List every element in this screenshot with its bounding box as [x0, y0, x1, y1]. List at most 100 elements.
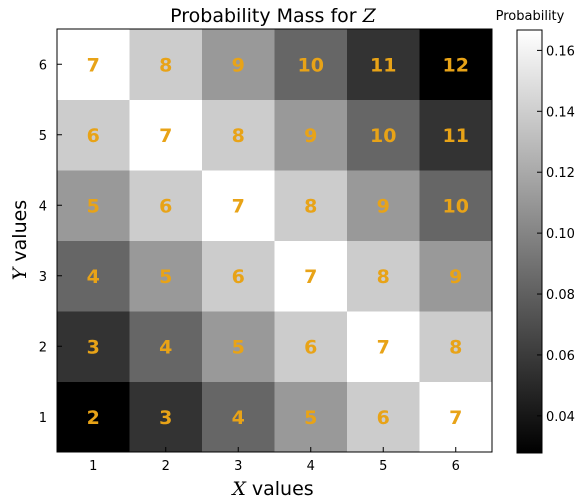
colorbar	[516, 29, 543, 454]
heatmap-cell	[274, 29, 348, 100]
cell-value-label: 5	[304, 407, 317, 429]
heatmap-cell	[202, 240, 275, 312]
cell-value-label: 7	[304, 266, 317, 288]
colorbar-tick-label: 0.06	[546, 349, 575, 364]
colorbar-tick-label: 0.04	[546, 410, 575, 425]
heatmap-cell-labels: 2 3 4 5 6 7 3 4 5 6 7 8 4 5 6 7 8 9 5 6 7 8 9 10 6 7 8 9 10 11 7 8 9 10 11…	[87, 54, 469, 429]
heatmap-cell	[347, 311, 420, 382]
y-tick-label: 4	[39, 199, 47, 214]
x-tick-label: 3	[234, 459, 242, 474]
heatmap-cell	[129, 240, 203, 312]
cell-value-label: 7	[449, 407, 462, 429]
x-tick-label: 2	[162, 459, 170, 474]
x-axis-label: X values	[230, 478, 313, 500]
chart-title: Probability Mass for Z	[170, 5, 377, 27]
heatmap-cell	[57, 29, 130, 100]
cell-value-label: 7	[377, 336, 390, 358]
cell-value-label: 6	[232, 266, 245, 288]
cell-value-label: 9	[232, 54, 245, 76]
colorbar-tick-label: 0.08	[546, 288, 575, 303]
heatmap-cell	[274, 381, 348, 453]
heatmap-cell	[202, 29, 275, 100]
colorbar-ticks: 0.04 0.06 0.08 0.10 0.12 0.14 0.16	[537, 44, 575, 425]
cell-value-label: 8	[449, 336, 462, 358]
cell-value-label: 6	[304, 336, 317, 358]
heatmap-cell	[202, 170, 275, 241]
heatmap-cell	[419, 381, 493, 453]
cell-value-label: 8	[159, 54, 172, 76]
colorbar-tick-label: 0.16	[546, 44, 575, 59]
x-tick-label: 5	[379, 459, 387, 474]
cell-value-label: 7	[232, 195, 245, 217]
heatmap-cell	[274, 99, 348, 171]
heatmap-cell	[129, 170, 203, 241]
heatmap-cell	[57, 170, 130, 241]
cell-value-label: 4	[87, 266, 100, 288]
x-axis-ticks: 1 2 3 4 5 6	[89, 447, 460, 474]
heatmap-cell	[419, 311, 493, 382]
cell-value-label: 11	[443, 125, 469, 147]
heatmap-cell	[419, 99, 493, 171]
cell-value-label: 6	[377, 407, 390, 429]
heatmap-cells	[57, 29, 493, 453]
x-tick-label: 4	[307, 459, 315, 474]
cell-value-label: 10	[443, 195, 469, 217]
heatmap-cell	[57, 311, 130, 382]
heatmap-cell	[129, 29, 203, 100]
y-axis-label: Y values	[9, 200, 31, 280]
colorbar-tick-label: 0.14	[546, 105, 575, 120]
cell-value-label: 4	[159, 336, 172, 358]
colorbar-tick-label: 0.12	[546, 166, 575, 181]
colorbar-title: Probability	[496, 9, 565, 24]
heatmap-cell	[274, 240, 348, 312]
heatmap-cell	[347, 240, 420, 312]
y-tick-label: 1	[39, 411, 47, 426]
y-axis-ticks: 1 2 3 4 5 6	[39, 58, 62, 426]
heatmap-cell	[274, 311, 348, 382]
cell-value-label: 2	[87, 407, 100, 429]
cell-value-label: 3	[159, 407, 172, 429]
heatmap-cell	[419, 29, 493, 100]
heatmap-cell	[129, 311, 203, 382]
y-tick-label: 3	[39, 270, 47, 285]
plot-frame	[56, 28, 493, 453]
cell-value-label: 8	[232, 125, 245, 147]
cell-value-label: 5	[87, 195, 100, 217]
cell-value-label: 10	[370, 125, 396, 147]
cell-value-label: 5	[159, 266, 172, 288]
y-tick-label: 2	[39, 340, 47, 355]
heatmap-cell	[347, 381, 420, 453]
heatmap-cell	[419, 240, 493, 312]
cell-value-label: 7	[87, 54, 100, 76]
heatmap-cell	[202, 311, 275, 382]
cell-value-label: 8	[377, 266, 390, 288]
cell-value-label: 8	[304, 195, 317, 217]
cell-value-label: 6	[159, 195, 172, 217]
heatmap-cell	[202, 381, 275, 453]
cell-value-label: 11	[370, 54, 396, 76]
cell-value-label: 7	[159, 125, 172, 147]
cell-value-label: 3	[87, 336, 100, 358]
heatmap-cell	[419, 170, 493, 241]
cell-value-label: 6	[87, 125, 100, 147]
heatmap-cell	[57, 99, 130, 171]
colorbar-tick-label: 0.10	[546, 227, 575, 242]
cell-value-label: 12	[443, 54, 469, 76]
x-tick-label: 6	[452, 459, 460, 474]
heatmap-cell	[129, 381, 203, 453]
cell-value-label: 5	[232, 336, 245, 358]
cell-value-label: 9	[449, 266, 462, 288]
cell-value-label: 9	[377, 195, 390, 217]
heatmap-cell	[57, 381, 130, 453]
heatmap-cell	[129, 99, 203, 171]
cell-value-label: 10	[298, 54, 324, 76]
x-tick-label: 1	[89, 459, 97, 474]
y-tick-label: 6	[39, 58, 47, 73]
cell-value-label: 9	[304, 125, 317, 147]
heatmap-cell	[347, 99, 420, 171]
heatmap-cell	[57, 240, 130, 312]
heatmap-cell	[347, 170, 420, 241]
heatmap-cell	[202, 99, 275, 171]
